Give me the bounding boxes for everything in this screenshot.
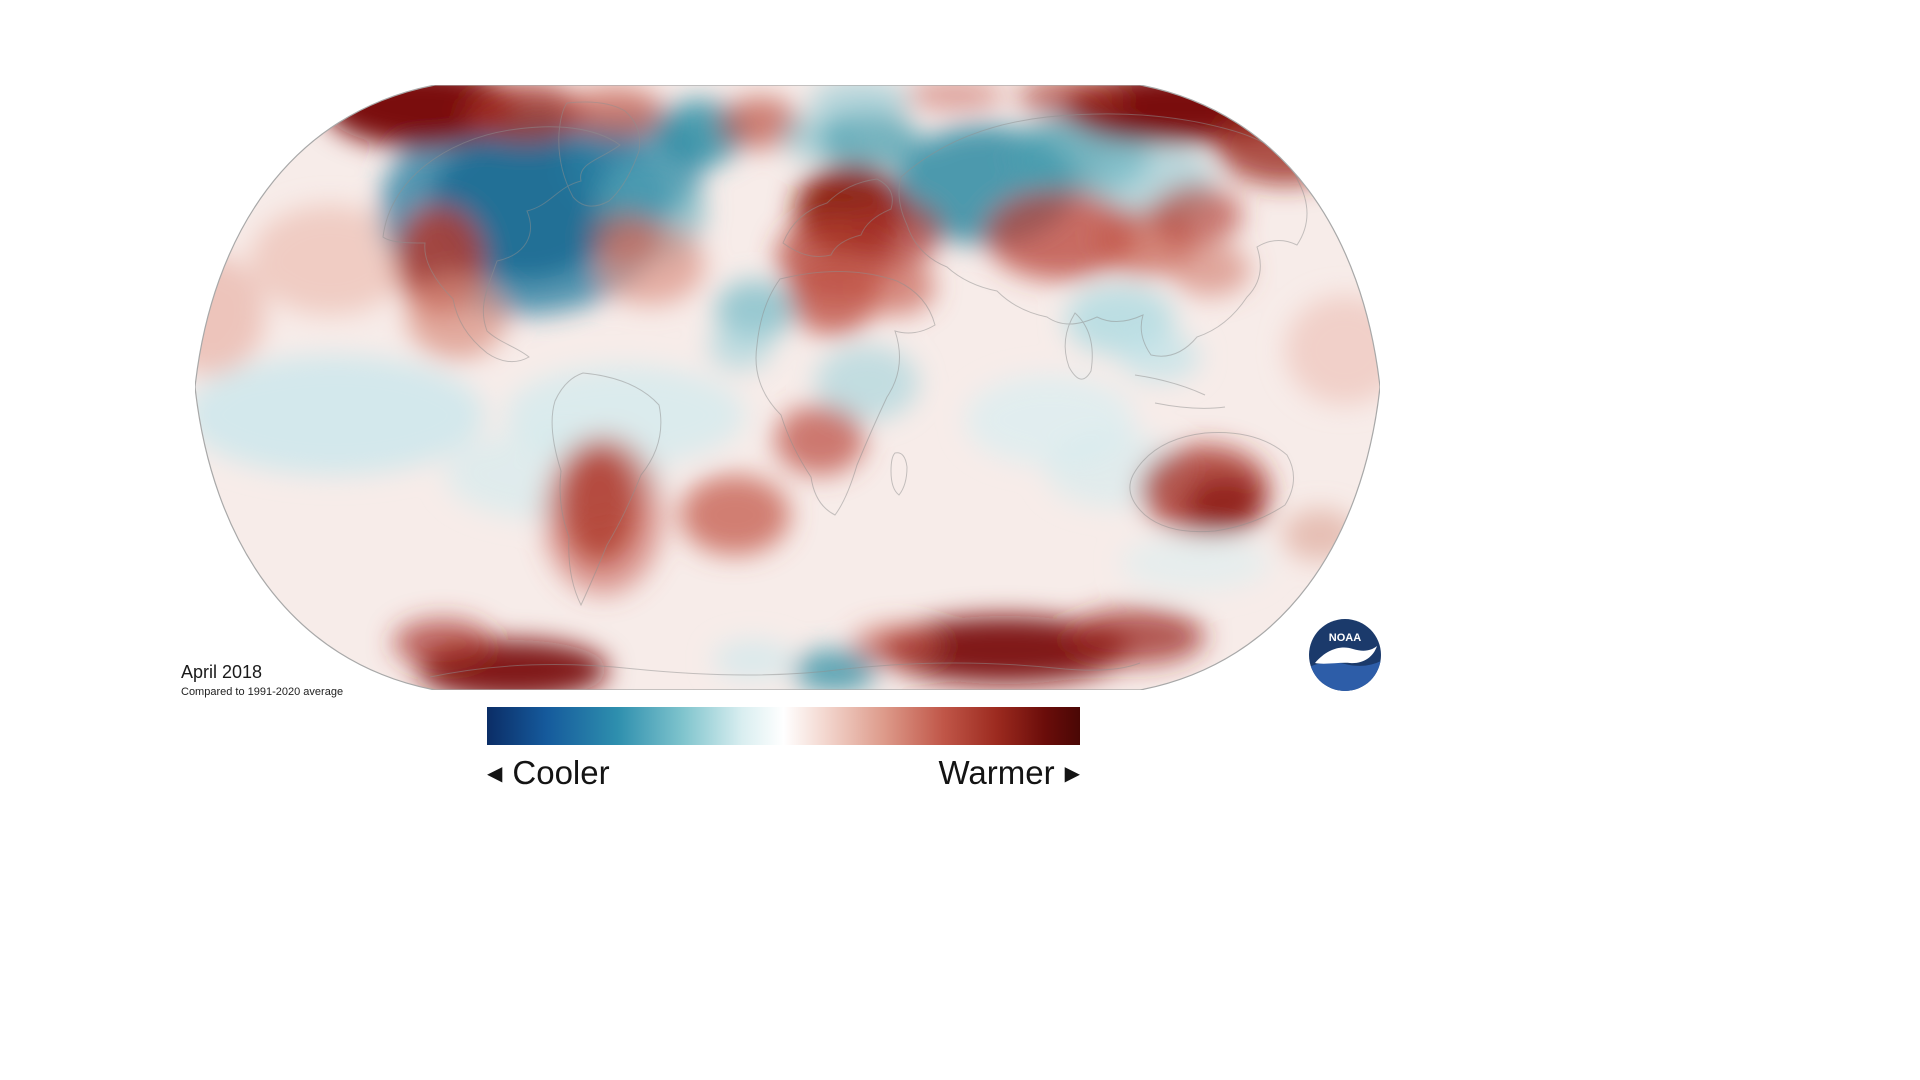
left-arrow-icon: ◀	[487, 763, 503, 785]
anomaly-region-alaska-arctic-warm	[465, 85, 585, 143]
baseline-caption: Compared to 1991-2020 average	[181, 685, 344, 698]
anomaly-region-arabia-warm	[855, 259, 935, 315]
anomaly-region-gulf-of-guinea-cool	[708, 323, 772, 371]
anomaly-region-arctic-central-cool	[810, 85, 910, 119]
colorbar	[487, 707, 1080, 745]
legend-labels: ◀ Cooler Warmer ▶	[487, 750, 1080, 796]
anomaly-region-south-atlantic-warm	[680, 475, 790, 555]
anomaly-region-west-edge-warm	[195, 255, 265, 375]
anomaly-region-black-sea-warm	[852, 200, 942, 266]
caption-block: April 2018 Compared to 1991-2020 average	[181, 662, 343, 698]
anomaly-region-antarctica-mild-warm-center	[852, 625, 942, 665]
anomaly-region-central-africa-cool	[815, 345, 919, 421]
coastlines	[382, 101, 1308, 678]
warmer-label-group: Warmer ▶	[939, 754, 1081, 792]
anomaly-region-australia-warm-core	[1185, 477, 1265, 533]
anomaly-region-scandinavia-cool	[820, 110, 920, 170]
coastline-greenland	[558, 101, 641, 207]
anomaly-region-mexico-warm	[407, 275, 507, 359]
cooler-label-group: ◀ Cooler	[487, 754, 610, 792]
anomaly-region-southern-ocean-cool-patch	[1120, 535, 1270, 591]
coastline-north-america	[382, 126, 621, 363]
coastline-antarctica	[429, 662, 1141, 678]
anomaly-region-japan-warm	[1170, 244, 1250, 296]
world-map	[195, 85, 1380, 690]
anomaly-region-east-pacific-cool	[505, 365, 745, 465]
anomaly-region-north-pacific-mild-warm	[250, 205, 410, 315]
anomaly-region-south-central-africa-warm	[775, 405, 865, 475]
map-outline	[195, 85, 1380, 690]
noaa-logo: NOAA	[1307, 617, 1383, 693]
anomaly-region-argentina-warm-halo	[543, 435, 663, 595]
anomaly-region-northeast-china-warm	[1152, 185, 1242, 245]
noaa-logo-text: NOAA	[1329, 632, 1361, 644]
coastline-southeast-asia	[1134, 374, 1226, 409]
coastline-asia	[898, 113, 1308, 357]
anomaly-region-equatorial-pacific-cool	[195, 355, 485, 475]
anomaly-blobs	[195, 85, 1380, 690]
coastline-madagascar	[890, 452, 908, 496]
anomaly-region-antarctica-warm-east2	[1065, 609, 1205, 665]
anomaly-region-antarctic-peninsula-warm	[393, 619, 493, 667]
anomaly-region-southeast-asia-cool	[1120, 332, 1200, 382]
coastline-south-america	[551, 372, 662, 607]
anomaly-region-arctic-top-warm	[565, 87, 665, 139]
warmer-label: Warmer	[938, 754, 1055, 791]
map-clip-group	[195, 85, 1380, 690]
noaa-logo-wave	[1309, 661, 1381, 691]
cooler-label: Cooler	[512, 754, 610, 791]
noaa-seagull-icon	[1315, 646, 1377, 664]
anomaly-region-ross-sea-cool	[713, 640, 793, 680]
coastline-australia	[1129, 432, 1294, 533]
anomaly-region-central-asia-warm	[985, 190, 1135, 280]
date-caption: April 2018	[181, 662, 263, 682]
anomaly-region-kara-sea-warm-edge	[905, 85, 1005, 111]
anomaly-region-iceland-warm	[590, 211, 660, 263]
anomaly-region-antarctica-cool-notch	[793, 649, 877, 690]
map-container	[195, 85, 1380, 690]
anomaly-region-tasman-sea-mild	[1282, 509, 1358, 561]
anomaly-region-laptev-warm	[1018, 85, 1128, 117]
right-arrow-icon: ▶	[1064, 763, 1080, 785]
coastline-europe	[782, 178, 893, 257]
coastline-africa	[755, 270, 936, 516]
anomaly-region-middle-east-warm	[788, 259, 878, 335]
anomaly-region-kamchatka-warm	[1215, 105, 1355, 185]
anomaly-region-north-pole-warm-patch	[720, 97, 800, 149]
noaa-logo-svg: NOAA	[1309, 619, 1381, 691]
coastline-india	[1064, 312, 1093, 380]
